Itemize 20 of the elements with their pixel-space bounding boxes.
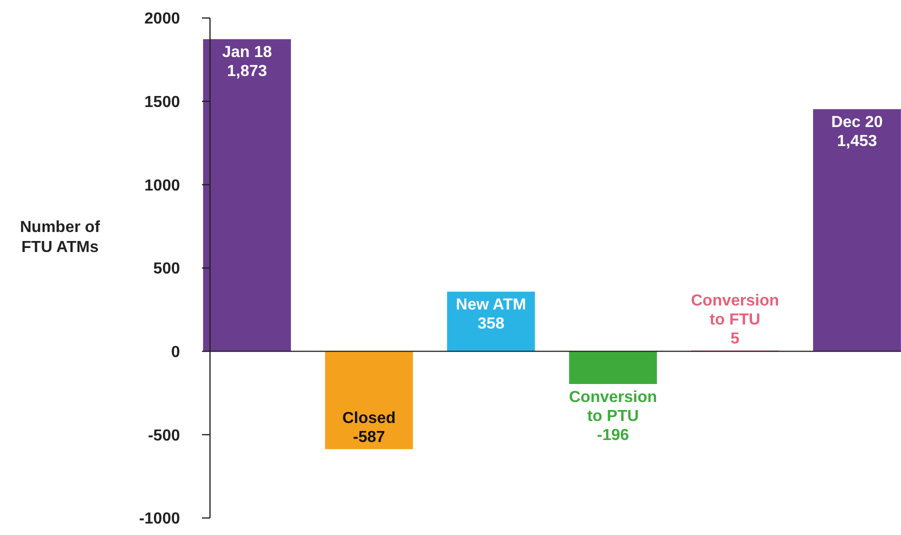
x-tick-label: New ATM <box>456 296 526 314</box>
y-tick-label: 2000 <box>144 10 180 28</box>
data-label: 1,873 <box>226 63 268 80</box>
data-label: -196 <box>596 427 630 444</box>
y-tick-label: 500 <box>153 260 180 278</box>
data-label: 5 <box>730 330 740 348</box>
x-tick-label: Conversion to FTU <box>690 292 780 328</box>
x-tick-label: Jan 18 <box>222 44 272 62</box>
y-tick-label: -1000 <box>139 510 180 528</box>
x-tick-label: Conversion to PTU <box>568 389 658 425</box>
y-tick-label: 1500 <box>144 94 180 111</box>
y-tick-label: 1000 <box>144 177 180 194</box>
y-tick-label: -500 <box>148 427 180 444</box>
x-tick-label: Dec 20 <box>831 114 883 132</box>
x-tick-label: Closed <box>342 410 396 428</box>
data-label: 1,453 <box>836 133 878 150</box>
y-axis-title: Number of FTU ATMs <box>20 219 101 256</box>
y-tick-label: 0 <box>171 344 180 361</box>
data-label: 358 <box>478 316 504 333</box>
data-label: -587 <box>352 429 386 446</box>
